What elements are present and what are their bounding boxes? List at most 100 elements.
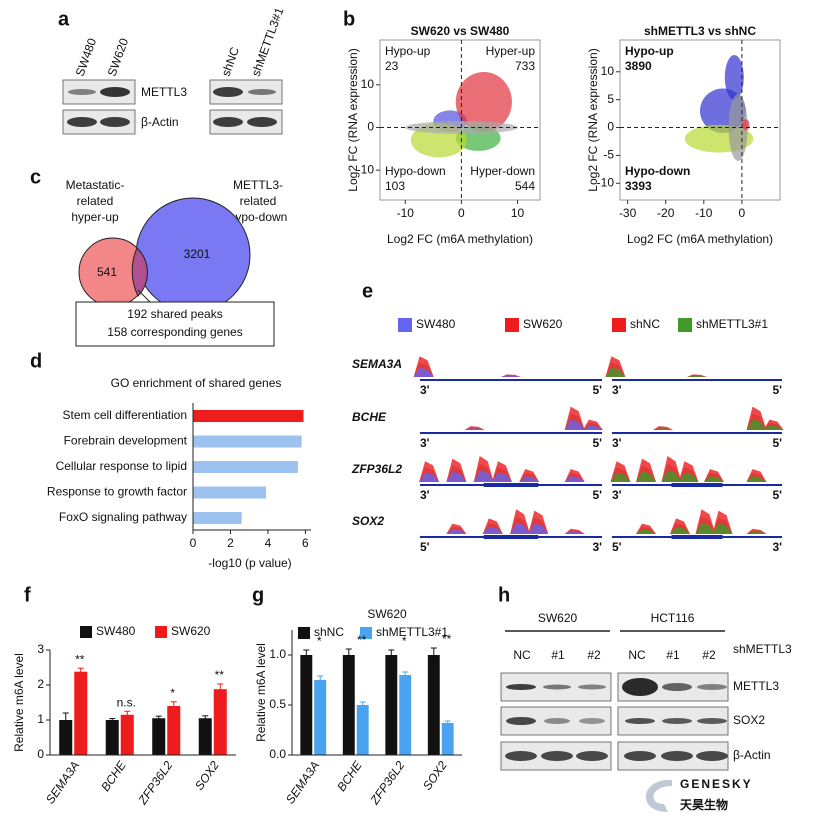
error-bar	[444, 720, 451, 725]
bar	[385, 655, 398, 755]
x-tick-label: 0	[739, 206, 746, 220]
quadrant-count: 3393	[625, 179, 652, 193]
row-label: β-Actin	[141, 115, 179, 129]
coverage-track	[612, 509, 782, 534]
significance: **	[215, 668, 225, 682]
blot-band	[247, 117, 277, 127]
scatter-cloud	[684, 55, 754, 161]
lane-header: shMETTL3	[733, 642, 792, 656]
blot-band	[248, 89, 276, 95]
x-tick-label: -20	[657, 206, 675, 220]
x-axis-label: Log2 FC (m6A methylation)	[627, 232, 773, 246]
blot-band	[622, 678, 658, 696]
gene-label: SOX2	[352, 514, 384, 528]
error-bar	[202, 715, 209, 721]
blot-band	[100, 87, 130, 97]
exon	[671, 483, 723, 487]
pointer	[137, 289, 151, 303]
legend-label: SW480	[96, 624, 136, 638]
coverage-track	[612, 406, 784, 430]
chart-title: GO enrichment of shared genes	[111, 376, 282, 390]
x-tick-label: -10	[397, 206, 415, 220]
bar	[314, 680, 327, 755]
blot-band	[576, 751, 608, 761]
plot-title: shMETTL3 vs shNC	[644, 24, 756, 38]
coverage-track	[610, 456, 782, 482]
significance: *	[170, 686, 175, 700]
error-bar	[170, 701, 177, 711]
category-label: Forebrain development	[64, 434, 188, 448]
blot-band	[578, 684, 606, 690]
coverage-track	[413, 356, 602, 377]
bar	[74, 671, 88, 755]
blot-band	[100, 117, 130, 127]
gene-label: ZFP36L2	[351, 462, 402, 476]
strand-end: 3'	[772, 540, 782, 554]
legend-label: shMETTL3#1	[376, 625, 448, 639]
blot-band	[213, 117, 243, 127]
venn-label: hypo-down	[229, 210, 288, 224]
legend-swatch	[155, 626, 167, 638]
bar	[300, 655, 313, 755]
strand-end: 3'	[420, 383, 430, 397]
significance: **	[442, 632, 452, 646]
scatter-cloud	[405, 72, 518, 158]
bar	[193, 512, 242, 524]
bar	[167, 706, 181, 755]
strand-end: 5'	[772, 383, 782, 397]
legend-label: SW620	[523, 317, 563, 331]
x-tick-label: 0	[190, 536, 197, 550]
error-bar	[388, 649, 395, 660]
venn-label: related	[77, 194, 114, 208]
gene-label: SEMA3A	[352, 357, 402, 371]
legend-label: SW620	[171, 624, 211, 638]
y-tick-label: 0	[367, 120, 374, 134]
category-label: Stem cell differentiation	[62, 408, 187, 422]
box-text: 192 shared peaks	[127, 307, 222, 321]
x-tick-label: 2	[227, 536, 234, 550]
cloud	[741, 119, 750, 131]
panel-label: b	[343, 8, 355, 30]
quadrant-count: 544	[515, 179, 535, 193]
strand-end: 3'	[420, 436, 430, 450]
y-tick-label: 0	[607, 120, 614, 134]
x-tick-label: -30	[619, 206, 637, 220]
y-tick-label: 10	[601, 64, 615, 78]
blot-band	[661, 751, 693, 761]
bar	[342, 655, 355, 755]
cloud	[455, 72, 512, 132]
y-axis-label: Relative m6A level	[254, 643, 268, 742]
panel-label: c	[30, 166, 41, 188]
blot-band	[544, 718, 570, 724]
exon	[483, 483, 539, 487]
panel-label: d	[30, 350, 42, 372]
coverage-track	[605, 356, 782, 377]
x-tick-label: -10	[695, 206, 713, 220]
quadrant-count: 23	[385, 59, 399, 73]
annotation-box	[75, 301, 275, 347]
error-bar	[109, 718, 116, 722]
y-tick-label: 1	[37, 712, 44, 726]
bar	[193, 461, 298, 473]
error-bar	[359, 701, 366, 708]
panel-label: g	[252, 584, 264, 606]
y-tick-label: 0	[37, 747, 44, 761]
quadrant-label: Hypo-up	[625, 44, 674, 58]
category-label: Cellular response to lipid	[56, 459, 187, 473]
coverage	[612, 509, 782, 534]
coverage	[413, 356, 602, 377]
y-tick-label: 2	[37, 677, 44, 691]
strand-end: 5'	[592, 488, 602, 502]
lane-label: NC	[513, 648, 531, 662]
bar	[213, 689, 227, 755]
strand-end: 5'	[420, 540, 430, 554]
quadrant-count: 733	[515, 59, 535, 73]
strand-end: 3'	[592, 540, 602, 554]
strand-end: 3'	[612, 488, 622, 502]
blot-band	[506, 717, 536, 725]
row-label: METTL3	[141, 85, 187, 99]
y-tick-label: 1.0	[269, 647, 286, 661]
strand-end: 5'	[592, 383, 602, 397]
y-axis-label: Log2 FC (RNA expression)	[346, 48, 360, 191]
